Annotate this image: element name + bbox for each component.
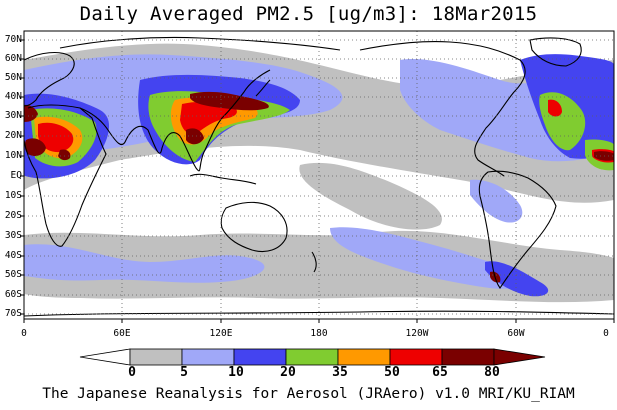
- lat-label-60s: 60S: [4, 289, 22, 300]
- colorbar-label-5: 5: [180, 365, 188, 380]
- colorbar-label-10: 10: [228, 365, 244, 380]
- pm25-field: [24, 43, 614, 303]
- axis-ticks: [20, 39, 615, 323]
- lat-label-20n: 20N: [4, 130, 22, 141]
- colorbar-cell-6: [389, 348, 443, 366]
- colorbar-cell-0: [79, 348, 131, 366]
- colorbar-cell-7: [441, 348, 495, 366]
- colorbar-label-50: 50: [384, 365, 400, 380]
- colorbar-label-20: 20: [280, 365, 296, 380]
- colorbar-cell-2: [181, 348, 235, 366]
- lon-label-60e: 60E: [113, 328, 131, 339]
- lon-label-0-west: 0: [21, 328, 27, 339]
- colorbar-cell-4: [285, 348, 339, 366]
- lat-label-40s: 40S: [4, 250, 22, 261]
- lat-label-10s: 10S: [4, 190, 22, 201]
- lat-label-50n: 50N: [4, 72, 22, 83]
- colorbar-label-65: 65: [432, 365, 448, 380]
- lon-label-0-east: 0: [603, 328, 609, 339]
- colorbar-arrow-high: [493, 348, 546, 366]
- lat-label-50s: 50S: [4, 269, 22, 280]
- field-level-80: [24, 91, 614, 283]
- lat-label-70n: 70N: [4, 34, 22, 45]
- lon-label-180: 180: [310, 328, 328, 339]
- colorbar-label-0: 0: [128, 365, 136, 380]
- lon-label-120e: 120E: [209, 328, 233, 339]
- lat-label-70s: 70S: [4, 308, 22, 319]
- lat-label-20s: 20S: [4, 210, 22, 221]
- colorbar: [79, 348, 546, 366]
- colorbar-cell-5: [337, 348, 391, 366]
- lat-label-eq: EQ: [10, 170, 22, 181]
- colorbar-cell-1: [129, 348, 183, 366]
- lat-label-30s: 30S: [4, 230, 22, 241]
- lat-label-60n: 60N: [4, 53, 22, 64]
- lon-label-60w: 60W: [507, 328, 525, 339]
- map-title: Daily Averaged PM2.5 [ug/m3]: 18Mar2015: [79, 3, 538, 25]
- colorbar-label-35: 35: [332, 365, 348, 380]
- lat-label-40n: 40N: [4, 91, 22, 102]
- field-level-65: [38, 99, 614, 163]
- lat-label-30n: 30N: [4, 110, 22, 121]
- graticule: [24, 31, 614, 319]
- lon-label-120w: 120W: [405, 328, 429, 339]
- colorbar-label-80: 80: [484, 365, 500, 380]
- lat-label-10n: 10N: [4, 150, 22, 161]
- credit-line: The Japanese Reanalysis for Aerosol (JRA…: [42, 386, 575, 402]
- colorbar-cell-3: [233, 348, 287, 366]
